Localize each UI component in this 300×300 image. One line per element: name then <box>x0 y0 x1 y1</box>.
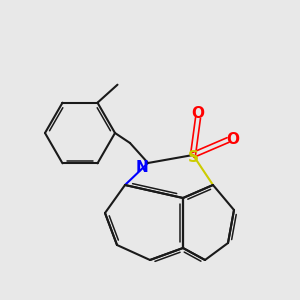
Text: S: S <box>188 149 199 164</box>
Text: N: N <box>136 160 148 175</box>
Text: O: O <box>226 133 239 148</box>
Text: O: O <box>191 106 205 122</box>
